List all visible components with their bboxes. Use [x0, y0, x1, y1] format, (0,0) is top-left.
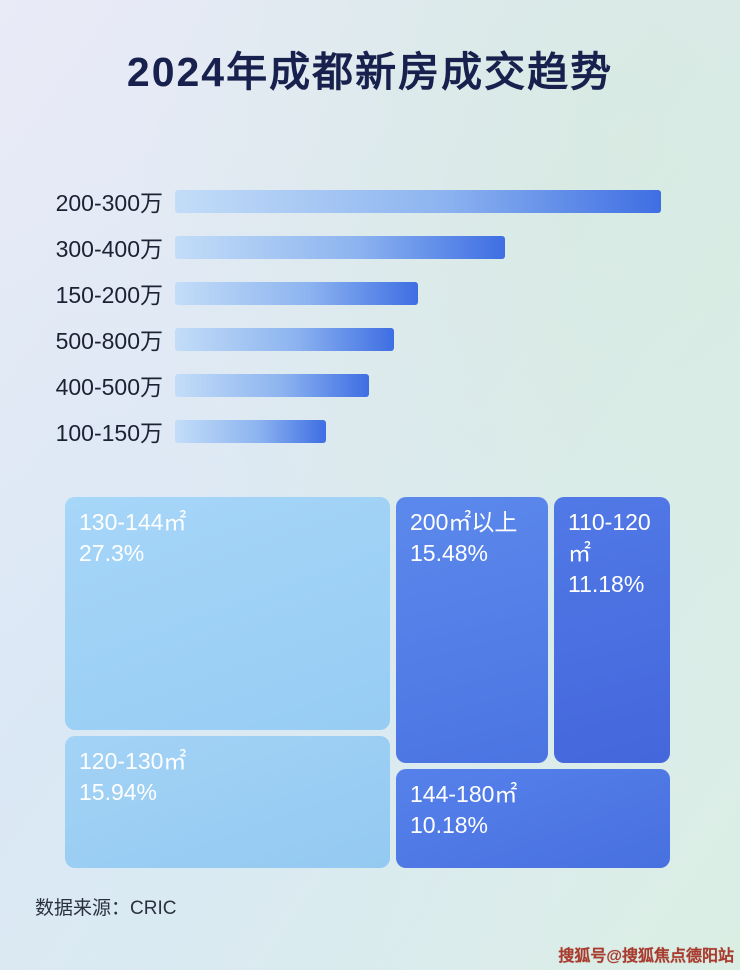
treemap-block-value: 15.48%: [410, 540, 489, 567]
bar-category-label: 150-200万: [55, 282, 163, 308]
treemap-block-value: 15.94%: [79, 779, 158, 806]
bar-row: 500-800万: [0, 316, 740, 362]
bar-fill: [175, 373, 370, 397]
bar-track: [175, 419, 661, 443]
price-range-bar-chart: 200-300万 300-400万 150-200万 500-800万 400-…: [0, 178, 740, 454]
treemap-block-label: 130-144㎡: [79, 509, 187, 535]
bar-row: 400-500万: [0, 362, 740, 408]
bar-track: [175, 189, 661, 213]
treemap-block-value: 11.18%: [568, 571, 645, 598]
bar-category-label: 300-400万: [55, 236, 163, 262]
treemap-block-label: 110-120㎡: [568, 509, 651, 567]
bar-row: 200-300万: [0, 178, 740, 224]
bar-category-label: 100-150万: [55, 420, 163, 446]
bar-track: [175, 235, 661, 259]
bar-row: 150-200万: [0, 270, 740, 316]
treemap-block-label: 200㎡以上: [410, 509, 518, 535]
treemap-block-144-180: 144-180㎡ 10.18%: [396, 769, 670, 868]
treemap-block-200-plus: 200㎡以上 15.48%: [396, 497, 548, 763]
bar-track: [175, 373, 661, 397]
bar-row: 300-400万: [0, 224, 740, 270]
bar-track: [175, 281, 661, 305]
treemap-block-value: 10.18%: [410, 812, 489, 839]
bar-row: 100-150万: [0, 408, 740, 454]
bar-fill: [175, 281, 418, 305]
treemap-block-130-144: 130-144㎡ 27.3%: [65, 497, 390, 730]
treemap-block-value: 27.3%: [79, 540, 145, 567]
page-title: 2024年成都新房成交趋势: [126, 49, 614, 95]
bar-fill: [175, 419, 326, 443]
treemap-block-label: 144-180㎡: [410, 781, 518, 807]
bar-fill: [175, 235, 506, 259]
bar-fill: [175, 327, 394, 351]
bar-fill: [175, 189, 661, 213]
bar-category-label: 200-300万: [55, 190, 163, 216]
data-source-label: 数据来源：CRIC: [35, 898, 177, 919]
treemap-block-120-130: 120-130㎡ 15.94%: [65, 736, 390, 868]
treemap-block-label: 120-130㎡: [79, 748, 187, 774]
area-size-treemap: 130-144㎡ 27.3% 200㎡以上 15.48% 110-120㎡ 11…: [65, 497, 670, 869]
watermark-label: 搜狐号@搜狐焦点德阳站: [558, 948, 734, 965]
treemap-block-110-120: 110-120㎡ 11.18%: [554, 497, 670, 763]
bar-category-label: 400-500万: [55, 374, 163, 400]
bar-track: [175, 327, 661, 351]
bar-category-label: 500-800万: [55, 328, 163, 354]
